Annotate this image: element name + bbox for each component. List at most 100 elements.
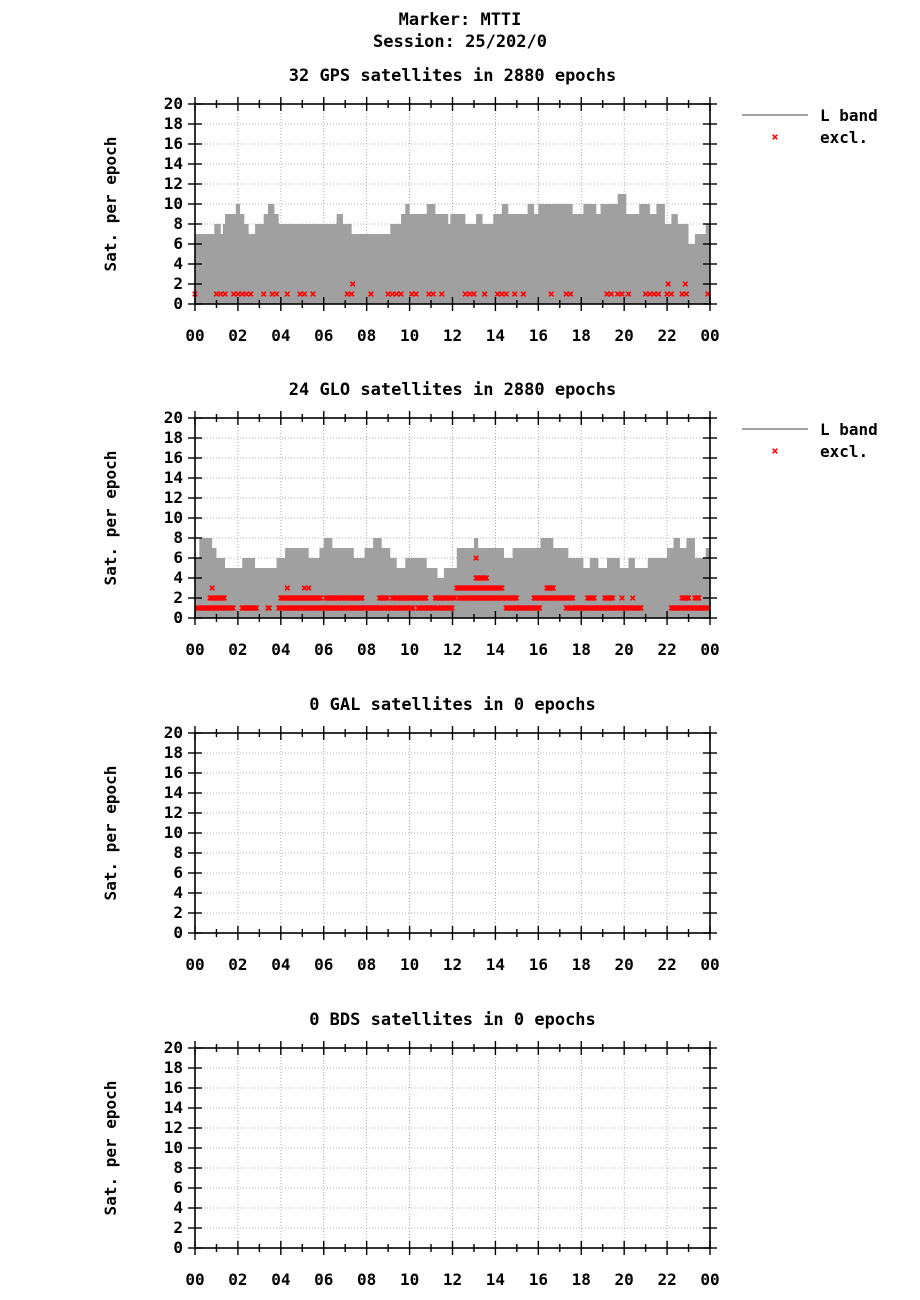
excluded-marker: [609, 595, 616, 601]
y-tick-label: 10: [164, 194, 183, 213]
excluded-marker: [423, 595, 429, 601]
excluded-marker: [421, 595, 428, 601]
excluded-marker: [230, 291, 237, 297]
excluded-marker: [511, 291, 518, 297]
x-tick-label: 04: [271, 640, 290, 659]
excluded-marker: [273, 291, 280, 297]
x-tick-label: 18: [572, 326, 591, 345]
y-axis-label: Sat. per epoch: [101, 766, 120, 901]
x-tick-label: 00: [700, 955, 719, 974]
excluded-marker: [209, 585, 216, 591]
session-title: Session: 25/202/0: [373, 32, 547, 52]
excluded-marker: [217, 291, 224, 297]
excluded-marker: [269, 291, 276, 297]
y-tick-label: 2: [173, 1218, 183, 1237]
x-tick-label: 06: [314, 1270, 333, 1289]
y-tick-label: 6: [173, 548, 183, 567]
excluded-marker: [614, 291, 621, 297]
excluded-marker: [682, 281, 689, 287]
excluded-marker: [265, 605, 271, 611]
y-tick-label: 14: [164, 783, 183, 802]
x-tick-label: 02: [228, 1270, 247, 1289]
x-tick-label: 08: [357, 1270, 376, 1289]
excluded-marker: [430, 291, 437, 297]
x-tick-label: 00: [700, 326, 719, 345]
y-axis-label: Sat. per epoch: [101, 137, 120, 272]
y-tick-label: 16: [164, 134, 183, 153]
y-tick-label: 4: [173, 1198, 183, 1217]
y-tick-label: 4: [173, 883, 183, 902]
y-tick-label: 0: [173, 608, 183, 627]
excluded-marker: [408, 291, 415, 297]
excluded-marker: [498, 585, 505, 591]
excluded-marker: [668, 291, 675, 297]
excluded-marker: [385, 291, 391, 297]
excluded-marker: [449, 605, 455, 611]
excluded-marker: [252, 605, 258, 611]
y-tick-label: 10: [164, 1138, 183, 1157]
excluded-marker: [340, 605, 346, 611]
excluded-marker: [694, 595, 701, 601]
chart-panel-gps: 32 GPS satellites in 2880 epochs02468101…: [101, 66, 878, 345]
chart-panel-glo: 24 GLO satellites in 2880 epochs02468101…: [101, 380, 878, 659]
legend-band-label: L band: [820, 420, 878, 439]
y-tick-label: 16: [164, 448, 183, 467]
y-tick-label: 12: [164, 803, 183, 822]
excluded-marker: [520, 291, 527, 297]
grid-lines: [195, 733, 710, 933]
excluded-marker: [647, 291, 653, 297]
excluded-marker: [494, 291, 501, 297]
x-tick-label: 12: [443, 1270, 462, 1289]
excluded-marker: [221, 595, 228, 601]
excluded-marker: [305, 585, 312, 591]
x-axis: 00 02 04 06 08 10 12 14 16 18 20 22 00: [185, 411, 720, 659]
y-axis-label: Sat. per epoch: [101, 451, 120, 586]
x-tick-label: 10: [400, 955, 419, 974]
chart-panel-gal: 0 GAL satellites in 0 epochs024681012141…: [101, 695, 720, 974]
y-tick-label: 20: [164, 94, 183, 113]
y-tick-label: 18: [164, 428, 183, 447]
excluded-marker: [229, 605, 235, 611]
x-tick-label: 22: [657, 326, 676, 345]
x-tick-label: 02: [228, 326, 247, 345]
legend-excl-label: excl.: [820, 128, 868, 147]
excluded-marker: [703, 605, 710, 611]
excluded-marker: [695, 595, 702, 601]
x-tick-label: 04: [271, 955, 290, 974]
excluded-marker: [260, 291, 267, 297]
y-tick-label: 20: [164, 408, 183, 427]
excluded-marker: [359, 595, 365, 601]
x-tick-label: 14: [486, 640, 505, 659]
excluded-marker: [629, 595, 636, 601]
excluded-marker: [569, 595, 576, 601]
excluded-marker: [546, 585, 552, 591]
excluded-marker: [317, 595, 324, 601]
chart-title: 24 GLO satellites in 2880 epochs: [289, 380, 617, 400]
excluded-marker: [619, 291, 625, 297]
legend-excl-marker: [772, 134, 778, 140]
y-tick-label: 12: [164, 1118, 183, 1137]
excluded-markers: [194, 555, 711, 611]
y-tick-label: 8: [173, 1158, 183, 1177]
excluded-marker: [683, 291, 690, 297]
x-tick-label: 06: [314, 955, 333, 974]
x-tick-label: 08: [357, 326, 376, 345]
excluded-marker: [438, 291, 445, 297]
x-tick-label: 16: [529, 326, 548, 345]
x-tick-label: 00: [185, 955, 204, 974]
excluded-marker: [239, 291, 246, 297]
x-axis: 00 02 04 06 08 10 12 14 16 18 20 22 00: [185, 726, 720, 974]
excluded-marker: [473, 555, 479, 561]
x-tick-label: 02: [228, 955, 247, 974]
x-tick-label: 20: [615, 955, 634, 974]
legend-band-label: L band: [820, 106, 878, 125]
y-tick-label: 2: [173, 274, 183, 293]
y-tick-label: 10: [164, 823, 183, 842]
x-tick-label: 10: [400, 326, 419, 345]
y-tick-label: 2: [173, 588, 183, 607]
excluded-marker: [389, 291, 396, 297]
y-tick-label: 12: [164, 488, 183, 507]
